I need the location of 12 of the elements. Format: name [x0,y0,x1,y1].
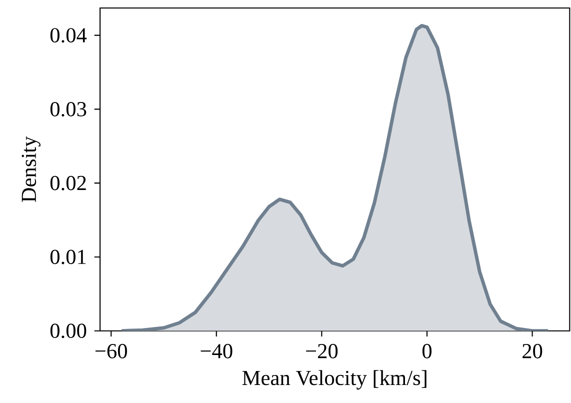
x-tick-label: −60 [95,344,127,358]
x-tick-label: −40 [200,344,232,358]
y-axis-title: Density [22,136,40,202]
x-tick-label: 0 [422,344,432,358]
x-tick-label: 20 [522,344,542,358]
x-axis-title: Mean Velocity [km/s] [242,370,426,390]
y-tick-label: 0.01 [50,250,86,264]
y-tick-label: 0.03 [50,102,86,116]
y-tick-label: 0.00 [50,324,86,338]
y-tick-label: 0.04 [50,28,87,43]
x-tick-label: −20 [306,344,338,358]
y-tick-label: 0.02 [50,176,86,190]
